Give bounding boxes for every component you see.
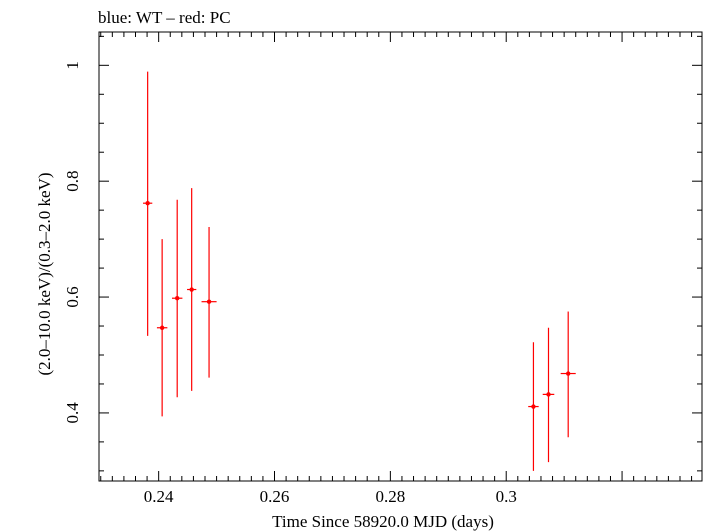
x-axis: 0.24 0.26 0.28 0.3 [100,32,693,506]
y-tick-label: 1 [63,61,82,70]
data-point [565,371,571,376]
y-tick-label: 0.6 [63,286,82,307]
data-point [546,392,551,397]
x-tick-label: 0.28 [375,487,405,506]
data-point [174,296,180,301]
chart-title: blue: WT – red: PC [98,8,231,27]
data-point [189,287,194,292]
x-tick-label: 0.26 [260,487,290,506]
data-point [159,325,165,330]
y-tick-label: 0.8 [63,171,82,192]
x-tick-label: 0.3 [496,487,517,506]
series-pc [143,71,576,471]
x-tick-label: 0.24 [144,487,174,506]
data-point [206,299,212,304]
y-tick-label: 0.4 [63,402,82,424]
x-axis-label: Time Since 58920.0 MJD (days) [272,512,494,531]
plot-frame [98,31,703,482]
y-axis-label: (2.0–10.0 keV)/(0.3–2.0 keV) [35,172,54,375]
plot-area [143,71,576,471]
y-axis: 0.4 0.6 0.8 1 [63,35,702,472]
data-point [531,404,536,409]
data-point [145,200,150,206]
